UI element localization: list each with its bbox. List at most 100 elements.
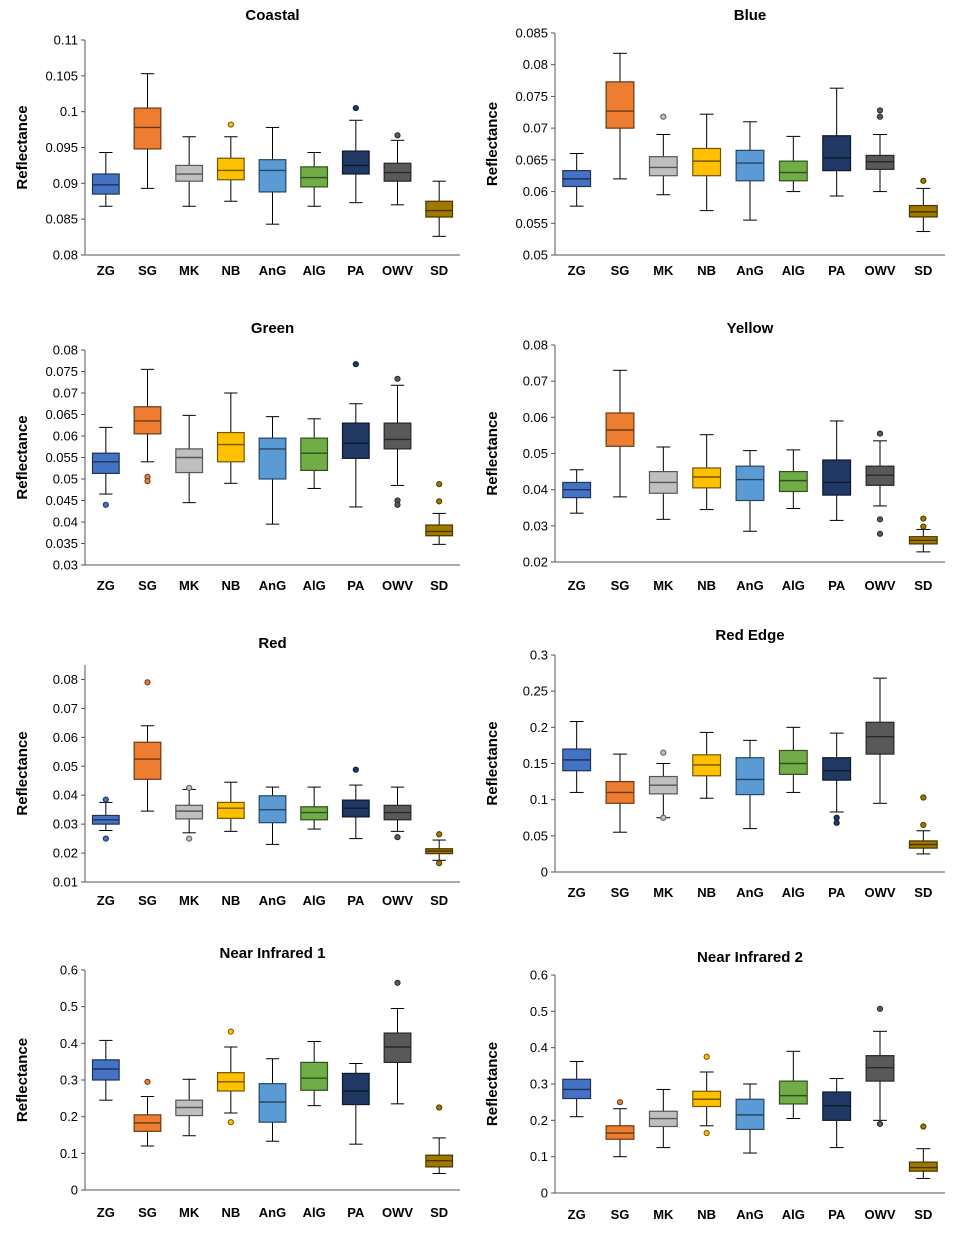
y-axis-label: Reflectance — [14, 415, 31, 499]
outlier-point — [876, 107, 884, 114]
outlier-point — [920, 821, 927, 829]
box-ang — [735, 450, 765, 532]
box-alg — [778, 726, 808, 793]
box-alg — [778, 1050, 808, 1120]
box-iqr — [822, 135, 852, 172]
outlier-point — [352, 104, 359, 112]
y-tick-label: 0.4 — [530, 1040, 548, 1055]
outlier-point — [227, 1119, 234, 1126]
y-axis-label: Reflectance — [484, 1042, 501, 1126]
box-alg — [300, 786, 329, 830]
outlier-point — [920, 177, 927, 184]
chart-svg: Near Infrared 2 Reflectance 0 0.1 0.2 0.3 0.4 0… — [484, 949, 945, 1222]
outlier-point — [920, 515, 927, 522]
box-ang — [258, 416, 287, 525]
x-tick-label: AlG — [303, 263, 326, 278]
box-zg — [562, 721, 592, 793]
box-nb — [692, 731, 722, 799]
x-tick-label: AlG — [782, 263, 805, 278]
box-zg — [562, 153, 592, 207]
box-mk — [175, 414, 204, 504]
y-tick-label: 0.2 — [530, 1113, 548, 1128]
box-mk — [175, 784, 204, 842]
box-iqr — [865, 1055, 895, 1082]
outlier-point — [876, 516, 884, 523]
y-tick-label: 0.04 — [53, 788, 78, 803]
box-iqr — [865, 721, 895, 755]
chart-title: Red Edge — [715, 627, 784, 644]
box-zg — [91, 426, 120, 508]
x-tick-label: SD — [430, 578, 448, 593]
x-tick-label: AnG — [259, 263, 286, 278]
box-sg — [133, 679, 162, 812]
box-iqr — [300, 806, 329, 821]
box-nb — [692, 113, 722, 212]
box-owv — [383, 979, 412, 1105]
outlier-point — [394, 834, 401, 841]
x-tick-label: OWV — [382, 893, 413, 908]
x-tick-label: AlG — [303, 1205, 326, 1220]
y-tick-label: 0.5 — [60, 999, 78, 1014]
box-ang — [735, 1083, 765, 1154]
box-alg — [778, 449, 808, 509]
y-tick-label: 0.035 — [45, 536, 78, 551]
box-pa — [822, 87, 852, 197]
y-tick-label: 0.05 — [53, 472, 78, 487]
y-tick-label: 0.075 — [515, 89, 548, 104]
x-tick-label: SG — [138, 578, 157, 593]
y-tick-label: 0.085 — [45, 212, 78, 227]
y-tick-label: 0.08 — [53, 248, 78, 263]
outlier-point — [660, 814, 667, 821]
box-iqr — [908, 1161, 938, 1172]
y-tick-label: 0.6 — [530, 968, 548, 983]
y-tick-label: 0.05 — [523, 828, 548, 843]
box-pa — [822, 420, 852, 521]
x-tick-label: MK — [179, 893, 200, 908]
box-alg — [300, 1041, 329, 1107]
chart-title: Green — [251, 320, 294, 337]
box-sg — [133, 1078, 162, 1147]
box-owv — [865, 107, 895, 193]
panel-green: Green Reflectance 0.03 0.035 0.04 0.045 0.05 0.… — [0, 310, 479, 605]
outlier-point — [876, 113, 884, 120]
y-tick-label: 0 — [541, 865, 548, 880]
box-zg — [91, 152, 120, 207]
box-nb — [216, 781, 245, 832]
y-tick-label: 0.6 — [60, 963, 78, 978]
chart-svg: Red Reflectance 0.01 0.02 0.03 0.04 0.05 0.06 0.… — [14, 635, 460, 908]
outlier-point — [186, 835, 193, 842]
chart-title: Near Infrared 2 — [697, 949, 803, 966]
box-zg — [562, 469, 592, 514]
box-iqr — [175, 448, 204, 474]
chart-svg: Blue Reflectance 0.05 0.055 0.06 0.065 0.07 0.0… — [484, 7, 945, 278]
outlier-point — [436, 831, 443, 838]
x-tick-label: OWV — [864, 263, 895, 278]
x-tick-label: PA — [347, 578, 365, 593]
x-tick-label: AnG — [736, 1207, 763, 1222]
outlier-point — [227, 121, 234, 128]
box-ang — [258, 786, 287, 845]
box-iqr — [778, 749, 808, 775]
box-sg — [605, 753, 635, 833]
box-sd — [425, 1104, 454, 1174]
y-tick-label: 0.11 — [54, 33, 78, 48]
y-tick-label: 0.055 — [515, 216, 548, 231]
box-iqr — [341, 422, 370, 459]
y-tick-label: 0.04 — [523, 482, 548, 497]
panel-near-infrared-2: Near Infrared 2 Reflectance 0 0.1 0.2 0.3 0.4 0… — [479, 935, 958, 1230]
y-tick-label: 0.05 — [53, 759, 78, 774]
outlier-point — [920, 523, 927, 530]
x-tick-label: SD — [914, 578, 932, 593]
box-iqr — [91, 1059, 120, 1081]
box-alg — [300, 152, 329, 207]
outlier-point — [352, 361, 359, 368]
box-iqr — [605, 81, 635, 129]
x-tick-label: SD — [430, 893, 448, 908]
x-tick-label: AnG — [259, 1205, 286, 1220]
chart-title: Coastal — [245, 7, 299, 24]
outlier-point — [703, 1129, 710, 1137]
x-tick-label: MK — [653, 578, 674, 593]
box-mk — [648, 1088, 678, 1149]
box-nb — [216, 121, 245, 202]
